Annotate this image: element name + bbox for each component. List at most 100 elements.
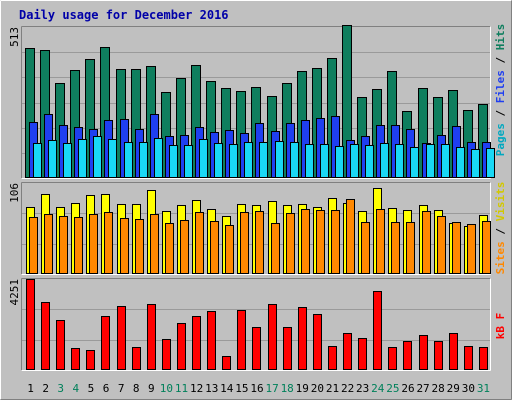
bar-kb-f-day-15 [237,310,246,370]
bar-sites-day-8 [135,219,144,274]
bar-pages-day-3 [63,143,72,178]
legend-item: F [494,313,507,326]
legend-item: / [494,57,507,71]
bar-sites-day-23 [361,222,370,274]
bar-sites-day-17 [271,223,280,274]
day-label: 7 [118,382,125,395]
bar-pages-day-18 [290,142,299,178]
day-axis-labels: 1 2 3 4 5 6 7 8 9 10 11 12 13 14 15 16 17 18 19 20 21 22 23 24 2… [27,382,490,395]
bar-kb-f-day-7 [117,306,126,370]
day-label: 24 [371,382,385,395]
day-label: 25 [386,382,399,395]
bar-pages-day-24 [380,143,389,178]
legend-item: / [494,110,507,124]
bar-sites-day-11 [180,220,189,274]
day-label: 31 [477,382,490,395]
bar-sites-day-30 [467,224,476,274]
bar-pages-day-16 [259,142,268,178]
bar-pages-day-31 [486,148,495,178]
bar-pages-day-2 [48,140,57,178]
bar-sites-day-27 [422,211,431,274]
bar-sites-day-12 [195,212,204,274]
bar-pages-day-1 [33,143,42,178]
day-label: 18 [281,382,294,395]
bar-sites-day-4 [74,217,83,274]
bar-pages-day-26 [410,147,419,178]
day-label: 26 [401,382,414,395]
bar-kb-f-day-18 [283,327,292,370]
bar-sites-day-18 [286,213,295,274]
bar-kb-f-day-22 [343,333,352,370]
series-sites [29,199,491,274]
day-label: 16 [250,382,263,395]
bar-sites-day-6 [104,212,113,274]
bar-sites-day-20 [316,210,325,274]
day-label: 6 [103,382,110,395]
bar-kb-f-day-25 [388,347,397,370]
bar-sites-day-9 [150,214,159,274]
bar-pages-day-9 [154,138,163,178]
bar-pages-day-10 [169,145,178,178]
day-label: 28 [432,382,445,395]
day-label: 3 [57,382,64,395]
bar-kb-f-day-13 [207,311,216,370]
bar-pages-day-21 [335,146,344,178]
day-label: 9 [148,382,155,395]
bar-pages-day-15 [244,142,253,178]
chart-title: Daily usage for December 2016 [19,8,229,22]
day-label: 13 [205,382,218,395]
bar-kb-f-day-5 [86,350,95,370]
legend-item: kB [494,326,507,340]
day-label: 21 [326,382,339,395]
day-label: 15 [235,382,248,395]
day-label: 8 [133,382,140,395]
day-label: 19 [296,382,309,395]
day-label: 1 [27,382,34,395]
panel-visits-sites-legend: Sites / Visits [494,182,507,275]
bar-sites-day-7 [120,218,129,274]
bar-sites-day-3 [59,216,68,274]
day-label: 20 [311,382,324,395]
series-kb-f [26,279,488,370]
day-label: 11 [175,382,188,395]
legend-item: Hits [494,24,507,57]
bar-kb-f-day-23 [358,338,367,370]
bar-pages-day-23 [365,145,374,178]
bar-kb-f-day-20 [313,314,322,370]
bar-sites-day-25 [391,222,400,274]
bar-pages-day-5 [93,136,102,178]
bar-sites-day-16 [255,211,264,274]
legend-item: Sites [494,241,507,274]
bar-kb-f-day-30 [464,346,473,370]
day-label: 4 [73,382,80,395]
bar-kb-f-day-17 [268,304,277,370]
bar-kb-f-day-14 [222,356,231,370]
bar-pages-day-27 [426,144,435,178]
bar-sites-day-26 [406,222,415,274]
bar-pages-day-7 [124,142,133,178]
day-label: 30 [462,382,475,395]
bar-kb-f-day-29 [449,333,458,370]
legend-item: / [494,228,507,242]
bar-pages-day-6 [108,139,117,178]
bar-pages-day-14 [229,144,238,178]
day-label: 27 [416,382,429,395]
bar-kb-f-day-8 [132,347,141,370]
bar-kb-f-day-6 [101,316,110,370]
panel-visits-sites: 106 Sites / Visits [8,182,507,275]
bar-sites-day-5 [89,214,98,274]
bar-kb-f-day-28 [434,341,443,370]
day-label: 2 [42,382,49,395]
panel-hits-files-pages-max-label: 513 [8,27,21,47]
panel-kbytes: 4251 kB F [8,278,507,371]
bar-pages-day-11 [184,145,193,178]
series-pages [33,136,495,178]
day-label: 12 [190,382,203,395]
bar-sites-day-22 [346,199,355,274]
bar-pages-day-28 [441,144,450,178]
bar-sites-day-28 [437,216,446,274]
bar-sites-day-24 [376,209,385,274]
bar-kb-f-day-16 [252,327,261,370]
bar-kb-f-day-12 [192,316,201,370]
bar-kb-f-day-31 [479,347,488,370]
